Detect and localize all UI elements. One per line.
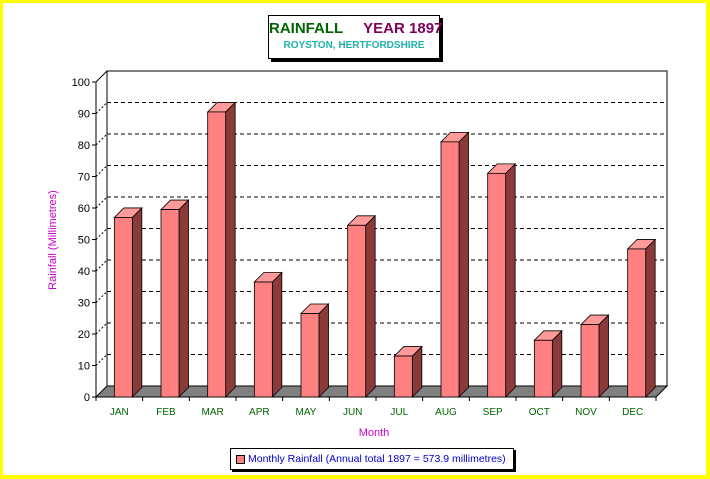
chart-title: RAINFALL YEAR 1897: [269, 20, 443, 37]
y-tick-label: 40: [78, 266, 90, 278]
bar-may: [300, 303, 330, 398]
gridline-side: [95, 165, 108, 177]
bar-nov: [580, 314, 610, 398]
y-axis-title: Rainfall (Millimetres): [47, 190, 59, 290]
x-tick-label: APR: [249, 407, 270, 418]
y-tick-label: 60: [78, 203, 90, 215]
left-wall-top: [95, 70, 108, 83]
x-tick-label: NOV: [575, 407, 597, 418]
x-tick-label: JUN: [343, 407, 362, 418]
x-axis-title: Month: [359, 427, 390, 439]
y-tick-label: 50: [78, 235, 90, 247]
bar-front: [253, 281, 273, 398]
back-wall: [106, 70, 668, 387]
bars: [113, 101, 657, 398]
chart-title-box: RAINFALL YEAR 1897 ROYSTON, HERTFORDSHIRE: [268, 15, 443, 59]
bar-feb: [160, 199, 190, 398]
x-tick-label: FEB: [156, 407, 176, 418]
bar-front: [533, 339, 553, 398]
bar-side: [645, 238, 656, 398]
y-tick-label: 80: [78, 140, 90, 152]
x-tick-label: SEP: [483, 407, 503, 418]
bar-side: [178, 199, 189, 398]
legend-swatch: [236, 454, 245, 464]
bar-front: [580, 324, 600, 398]
bar-front: [160, 209, 180, 398]
bar-jun: [346, 214, 377, 398]
bar-aug: [440, 131, 470, 398]
y-tick-label: 20: [78, 329, 90, 341]
bar-oct: [533, 329, 563, 398]
bar-mar: [206, 101, 237, 398]
bar-sep: [486, 162, 517, 398]
legend: Monthly Rainfall (Annual total 1897 = 57…: [230, 448, 514, 470]
x-tick-label: MAR: [202, 407, 224, 418]
y-tick-label: 30: [78, 298, 90, 310]
gridline-side: [95, 133, 108, 146]
bar-front: [300, 313, 320, 398]
bar-front: [113, 217, 133, 398]
bar-dec: [626, 238, 657, 398]
chart-title-year: YEAR 1897: [363, 20, 443, 37]
bar-jan: [113, 206, 143, 398]
x-tick-label: OCT: [529, 407, 550, 418]
bar-jul: [393, 345, 423, 398]
gridline-side: [95, 259, 108, 272]
bar-side: [505, 162, 516, 398]
bar-apr: [253, 271, 283, 398]
x-tick-label: DEC: [622, 407, 643, 418]
bar-front: [207, 111, 227, 398]
gridline-side: [95, 354, 108, 366]
x-tick-label: AUG: [435, 407, 457, 418]
bar-front: [393, 355, 413, 398]
bar-side: [271, 271, 283, 398]
y-tick-label: 100: [72, 77, 90, 89]
bar-side: [225, 101, 236, 398]
y-tick-label: 0: [84, 392, 90, 404]
gridlines: [95, 102, 667, 366]
x-tick-label: JAN: [110, 407, 129, 418]
gridline-side: [95, 291, 108, 303]
legend-label: Monthly Rainfall (Annual total 1897 = 57…: [248, 453, 506, 465]
bar-side: [365, 214, 376, 398]
bar-front: [347, 224, 367, 398]
bar-side: [318, 303, 329, 398]
bar-side: [598, 314, 609, 398]
bar-side: [131, 206, 143, 398]
y-tick-label: 10: [78, 361, 90, 373]
gridline-side: [95, 228, 108, 240]
bar-front: [440, 141, 460, 398]
bar-side: [458, 131, 469, 398]
x-tick-label: JUL: [390, 407, 408, 418]
gridline-side: [95, 322, 108, 335]
x-tick-label: MAY: [296, 407, 317, 418]
y-ticks: 0 10 20 30 40 50 60 70 80 90 100: [72, 77, 96, 404]
bar-front: [627, 248, 647, 398]
bar-front: [487, 172, 507, 398]
bar-side: [551, 329, 563, 398]
gridline-side: [95, 196, 108, 209]
x-ticks: JAN FEB MAR APR MAY JUN JUL AUG SEP OCT NOV DEC: [95, 397, 657, 418]
chart-subtitle: ROYSTON, HERTFORDSHIRE: [283, 40, 425, 51]
y-tick-label: 70: [78, 172, 90, 184]
y-tick-label: 90: [78, 109, 90, 121]
chart-title-main: RAINFALL: [269, 20, 344, 37]
gridline-side: [95, 102, 108, 114]
